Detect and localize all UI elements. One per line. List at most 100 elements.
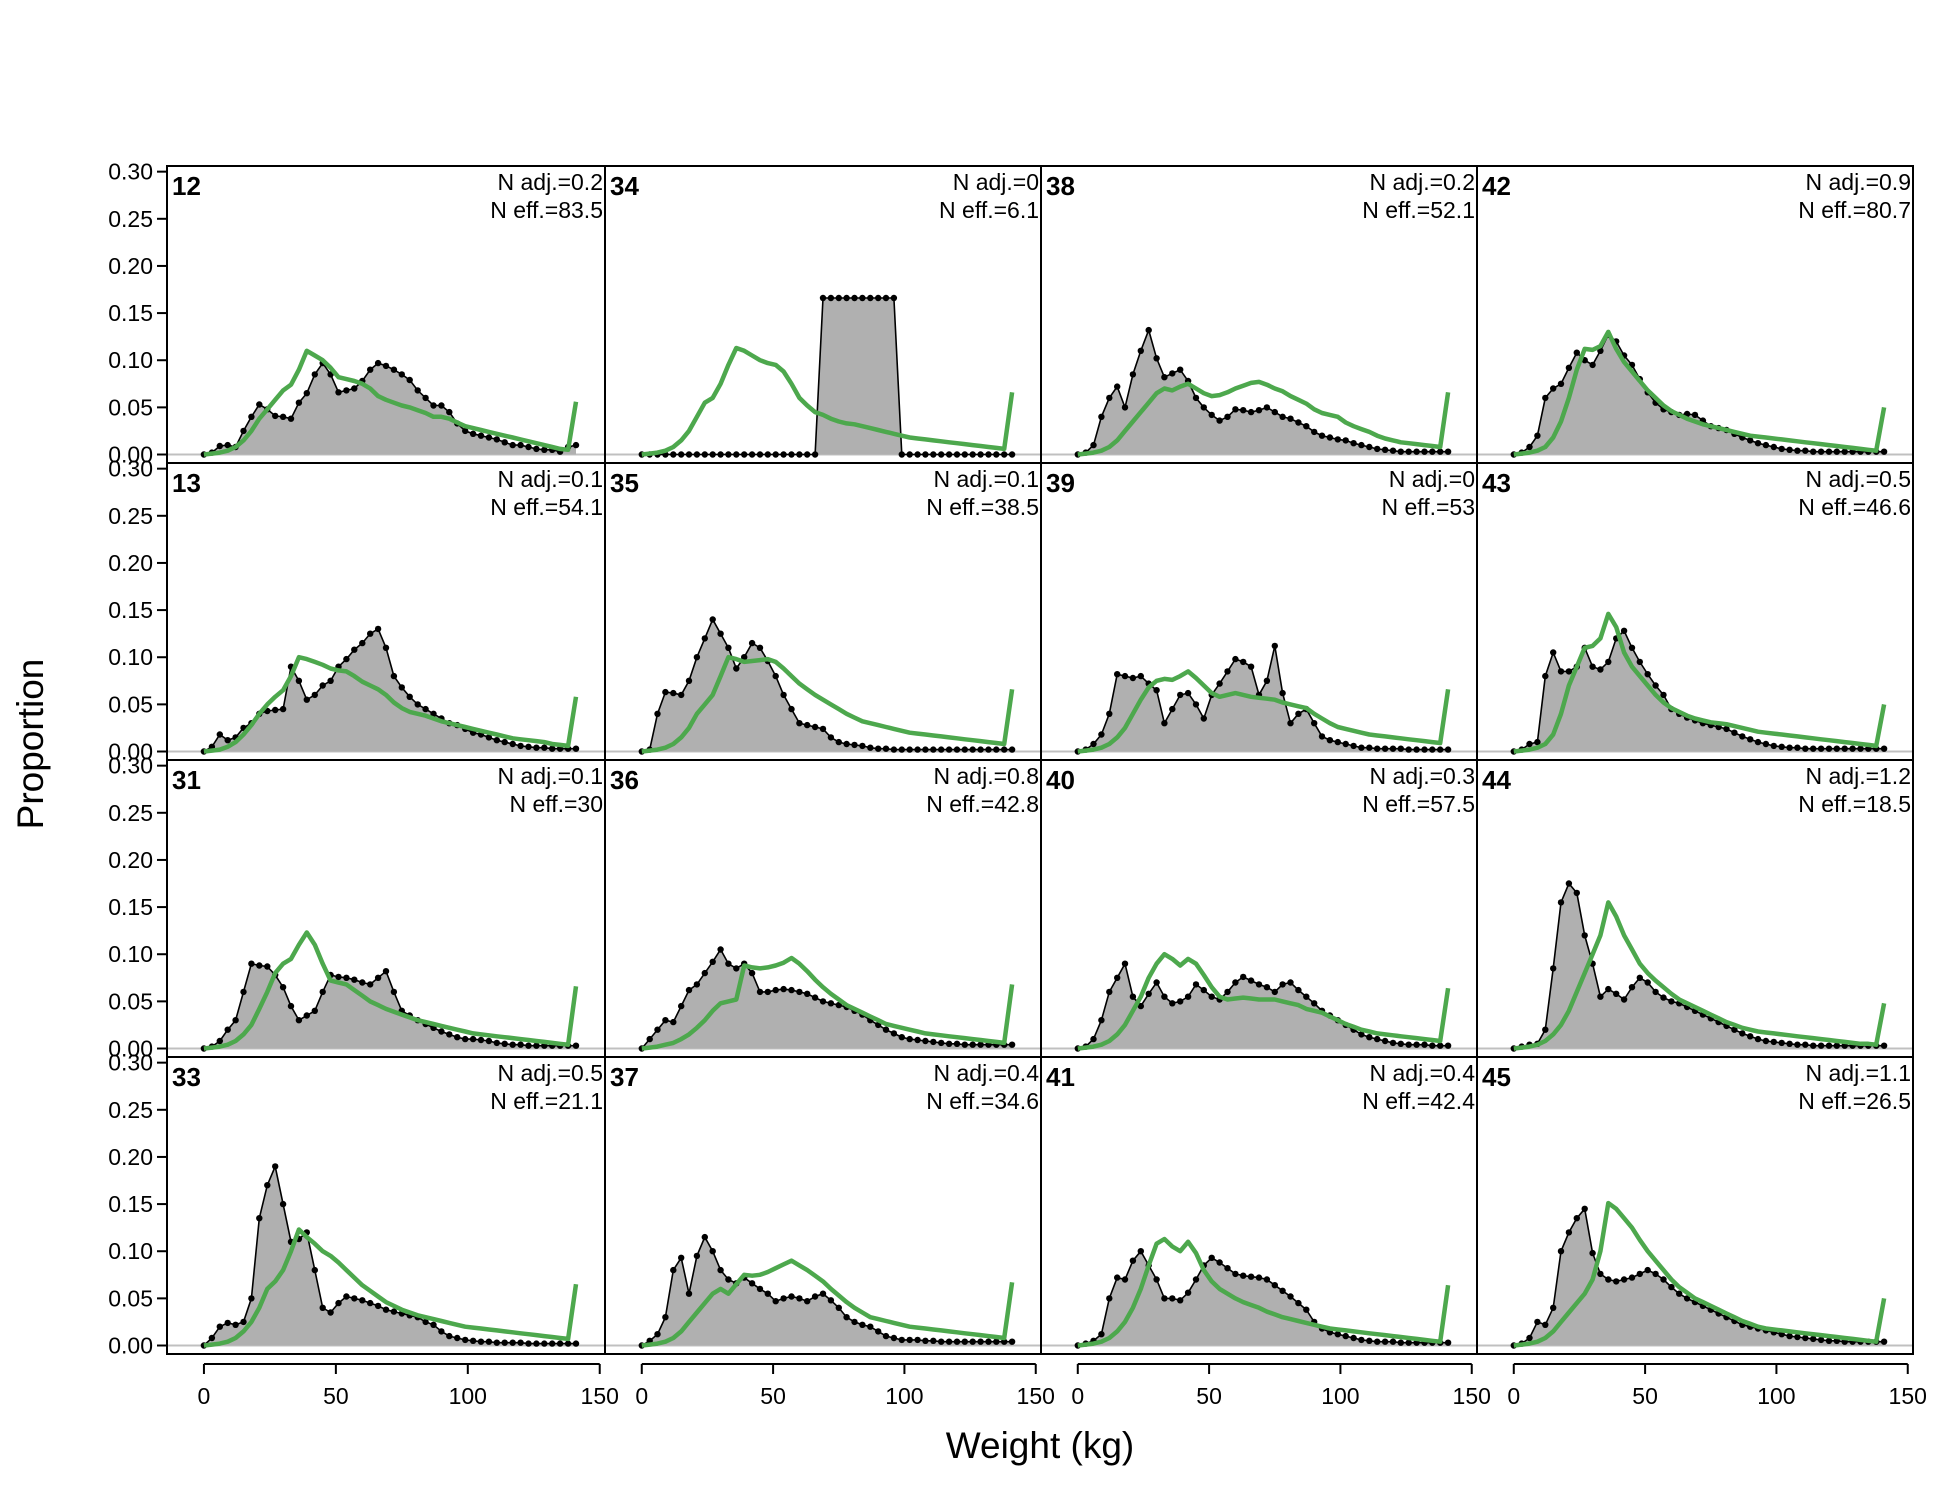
- observed-point: [1342, 1332, 1349, 1340]
- n-adj-label: N adj.=0.2: [1370, 169, 1476, 195]
- observed-point: [501, 1339, 508, 1346]
- observed-area: [1077, 1251, 1449, 1346]
- panel-45: 45 N adj.=1.1N eff.=26.5: [1476, 1056, 1914, 1355]
- observed-point: [406, 693, 413, 700]
- observed-point: [953, 451, 961, 458]
- observed-point: [1279, 413, 1286, 420]
- observed-point: [922, 451, 929, 458]
- observed-point: [938, 1338, 945, 1345]
- observed-point: [693, 981, 701, 988]
- observed-point: [272, 412, 279, 420]
- observed-point: [780, 985, 787, 993]
- observed-point: [256, 1215, 263, 1222]
- panel-39: 39 N adj.=0N eff.=53: [1040, 462, 1478, 761]
- observed-point: [517, 742, 524, 750]
- observed-point: [709, 958, 716, 965]
- observed-point: [1090, 740, 1097, 748]
- observed-point: [430, 402, 437, 409]
- observed-point: [493, 436, 500, 443]
- observed-point: [693, 451, 701, 458]
- observed-point: [930, 746, 937, 753]
- x-tick-label: 50: [1196, 1383, 1222, 1409]
- observed-point: [867, 294, 874, 302]
- observed-point: [1605, 1276, 1612, 1283]
- panel-34: 34 N adj.=0N eff.=6.1: [604, 165, 1042, 464]
- observed-point: [670, 451, 677, 458]
- observed-point: [1161, 1295, 1168, 1302]
- observed-point: [1153, 979, 1160, 986]
- observed-point: [1263, 1276, 1271, 1283]
- observed-point: [1413, 746, 1420, 753]
- observed-area: [203, 363, 576, 455]
- observed-point: [1114, 671, 1121, 678]
- observed-point: [485, 434, 493, 441]
- observed-point: [1620, 996, 1628, 1003]
- panel-id-label: 41: [1046, 1062, 1075, 1092]
- observed-point: [701, 969, 708, 977]
- observed-point: [945, 1040, 953, 1048]
- observed-point: [414, 387, 421, 394]
- observed-point: [930, 451, 937, 458]
- observed-point: [279, 413, 287, 420]
- observed-point: [906, 746, 913, 753]
- observed-point: [1652, 988, 1659, 996]
- observed-point: [1224, 1265, 1231, 1272]
- panel-13: 13 N adj.=0.1N eff.=54.1: [166, 462, 606, 761]
- observed-point: [741, 654, 748, 661]
- observed-point: [216, 1323, 223, 1330]
- observed-point: [303, 696, 310, 703]
- observed-point: [351, 646, 358, 653]
- observed-point: [1636, 1270, 1644, 1278]
- observed-point: [717, 946, 724, 953]
- observed-point: [1581, 1205, 1588, 1213]
- observed-point: [819, 294, 827, 302]
- x-tick-label: 50: [323, 1383, 349, 1409]
- observed-point: [985, 746, 992, 753]
- observed-point: [343, 387, 350, 394]
- x-axis-col-1: 0 50 100 150: [198, 1363, 619, 1409]
- observed-point: [430, 1321, 437, 1329]
- observed-point: [1177, 366, 1184, 373]
- observed-point: [256, 962, 263, 969]
- observed-point: [1008, 1041, 1016, 1048]
- observed-point: [678, 1254, 685, 1262]
- n-eff-label: N eff.=21.1: [490, 1088, 603, 1114]
- observed-point: [1098, 413, 1105, 420]
- observed-point: [287, 415, 295, 422]
- observed-point: [1295, 419, 1302, 426]
- observed-point: [685, 677, 693, 684]
- y-tick-label: 0.15: [108, 1191, 153, 1217]
- expected-line: [1077, 379, 1451, 457]
- observed-point: [1247, 977, 1255, 984]
- observed-point: [351, 385, 358, 392]
- observed-point: [1311, 428, 1318, 436]
- observed-point: [1444, 746, 1452, 753]
- observed-point: [1192, 981, 1200, 988]
- observed-point: [709, 616, 716, 623]
- observed-area: [641, 619, 1013, 752]
- observed-point: [811, 1293, 819, 1300]
- observed-point: [654, 710, 661, 717]
- observed-point: [264, 963, 271, 970]
- observed-point: [572, 441, 580, 449]
- observed-point: [335, 1299, 342, 1307]
- observed-point: [788, 705, 795, 713]
- observed-point: [827, 1297, 835, 1304]
- observed-point: [1255, 407, 1263, 414]
- observed-point: [351, 1295, 358, 1302]
- observed-point: [1247, 1273, 1255, 1280]
- observed-point: [1437, 448, 1444, 455]
- observed-point: [1534, 738, 1541, 746]
- observed-area: [641, 949, 1013, 1049]
- n-adj-label: N adj.=0.5: [1806, 466, 1912, 492]
- observed-point: [1620, 627, 1628, 634]
- n-eff-label: N eff.=26.5: [1798, 1088, 1911, 1114]
- observed-point: [1200, 986, 1208, 994]
- observed-point: [717, 1266, 724, 1274]
- expected-line: [203, 348, 579, 457]
- observed-point: [287, 1002, 295, 1010]
- observed-point: [343, 655, 350, 663]
- observed-point: [1444, 1042, 1452, 1049]
- observed-point: [804, 990, 811, 997]
- observed-point: [501, 738, 508, 746]
